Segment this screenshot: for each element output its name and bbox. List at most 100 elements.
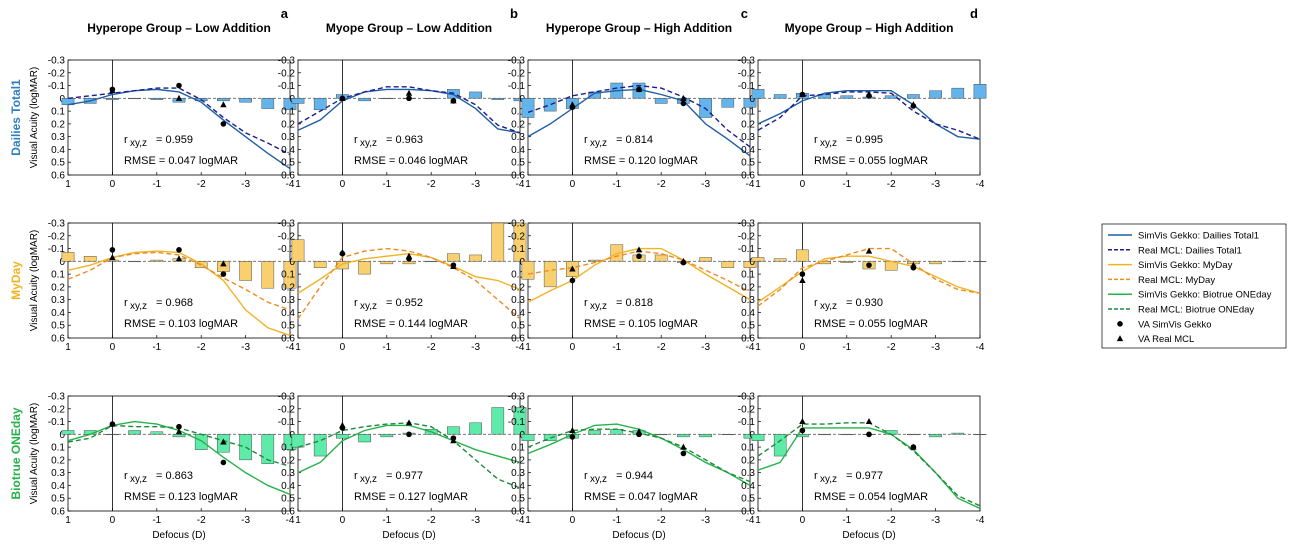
x-tick-label: 0 xyxy=(570,515,576,526)
va-simvis-point xyxy=(866,262,872,268)
panel-frame xyxy=(297,395,521,512)
difference-bar xyxy=(721,261,735,268)
difference-bar xyxy=(951,432,965,435)
y-tick-label: 0.3 xyxy=(511,295,525,306)
x-tick-label: 0 xyxy=(570,179,576,190)
r-annotation-symbol: r xyxy=(354,470,358,482)
y-tick-label: -0.2 xyxy=(508,68,526,79)
y-tick-label: 0.5 xyxy=(511,158,525,169)
difference-bar xyxy=(588,430,601,435)
y-tick-label: 0.3 xyxy=(511,132,525,143)
y-tick-label: 0.3 xyxy=(511,468,525,479)
x-tick-label: -1 xyxy=(152,179,161,190)
panel-frame xyxy=(527,222,751,339)
x-tick-label: 0 xyxy=(800,179,806,190)
x-tick-label: -2 xyxy=(657,179,666,190)
va-real-point xyxy=(569,101,576,108)
difference-bar xyxy=(469,91,482,99)
va-real-point xyxy=(220,260,227,267)
va-real-point xyxy=(635,85,643,92)
real-mcl-line xyxy=(527,84,751,148)
y-tick-label: 0.2 xyxy=(51,282,65,293)
legend-item-label: Real MCL: MyDay xyxy=(1138,275,1215,286)
y-tick-label: 0.1 xyxy=(511,443,525,454)
y-tick-label: 0.1 xyxy=(281,107,295,118)
y-tick-label: 0.1 xyxy=(741,443,755,454)
va-real-point xyxy=(910,101,917,108)
difference-bar xyxy=(491,407,505,435)
difference-bar xyxy=(447,253,460,262)
y-tick-label: 0.3 xyxy=(281,295,295,306)
va-real-point xyxy=(450,97,457,104)
y-tick-label: 0.1 xyxy=(281,270,295,281)
r-annotation-subscript: xy,z xyxy=(360,474,377,485)
difference-bar xyxy=(380,261,394,265)
x-tick-label: 1 xyxy=(525,515,531,526)
y-tick-label: 0.2 xyxy=(741,282,755,293)
x-tick-label: -3 xyxy=(701,515,710,526)
y-tick-label: -0.2 xyxy=(738,68,756,79)
va-real-point xyxy=(799,277,806,283)
r-annotation-subscript: xy,z xyxy=(130,474,147,485)
x-tick-label: -2 xyxy=(197,179,206,190)
y-tick-label: -0.2 xyxy=(278,231,296,242)
x-tick-label: -4 xyxy=(286,179,295,190)
va-real-point xyxy=(339,94,346,101)
r-annotation-value: = 0.968 xyxy=(156,297,193,309)
r-annotation-symbol: r xyxy=(354,297,358,309)
y-axis-label: Visual Acuity (logMAR) xyxy=(29,230,40,332)
x-tick-label: -1 xyxy=(612,342,621,353)
x-tick-label: -3 xyxy=(931,515,940,526)
x-tick-label: -1 xyxy=(842,515,851,526)
x-tick-label: -4 xyxy=(976,342,985,353)
y-tick-label: -0.1 xyxy=(48,244,66,255)
difference-bar xyxy=(61,252,75,262)
legend-box xyxy=(1101,223,1287,349)
y-tick-label: 0.6 xyxy=(51,507,65,518)
x-tick-label: -3 xyxy=(701,179,710,190)
x-tick-label: -4 xyxy=(746,515,755,526)
y-tick-label: 0.1 xyxy=(741,270,755,281)
difference-bar xyxy=(239,261,252,281)
x-tick-label: 1 xyxy=(295,179,301,190)
x-tick-label: -4 xyxy=(746,342,755,353)
x-tick-label: -1 xyxy=(612,179,621,190)
x-tick-label: 0 xyxy=(110,179,116,190)
rmse-annotation: RMSE = 0.055 logMAR xyxy=(814,155,928,167)
rmse-annotation: RMSE = 0.144 logMAR xyxy=(354,318,468,330)
x-tick-label: -1 xyxy=(382,342,391,353)
difference-bar xyxy=(491,98,505,100)
simvis-line xyxy=(757,255,981,303)
legend-item-label: Real MCL: Biotrue ONEday xyxy=(1138,305,1254,316)
y-tick-label: 0.6 xyxy=(741,334,755,345)
r-annotation-subscript: xy,z xyxy=(360,138,377,149)
x-axis-label: Defocus (D) xyxy=(842,530,895,541)
r-annotation-value: = 0.863 xyxy=(156,470,193,482)
panel-frame xyxy=(527,59,751,176)
y-tick-label: 0.5 xyxy=(741,158,755,169)
difference-bar xyxy=(150,259,164,262)
difference-bar xyxy=(796,249,809,262)
row-label: Biotrue ONEday xyxy=(9,407,23,499)
r-annotation-value: = 0.944 xyxy=(616,470,653,482)
rmse-annotation: RMSE = 0.046 logMAR xyxy=(354,155,468,167)
x-tick-label: -3 xyxy=(241,515,250,526)
y-tick-label: 0.3 xyxy=(281,132,295,143)
y-tick-label: -0.3 xyxy=(278,392,296,403)
r-annotation-subscript: xy,z xyxy=(820,138,837,149)
y-tick-label: 0.4 xyxy=(511,308,525,319)
y-tick-label: 0.3 xyxy=(51,295,65,306)
difference-bar xyxy=(469,422,482,435)
va-real-point xyxy=(799,418,806,425)
difference-bar xyxy=(380,98,394,100)
r-annotation-value: = 0.959 xyxy=(156,134,193,146)
y-tick-label: 0.5 xyxy=(741,494,755,505)
y-tick-label: 0.6 xyxy=(281,334,295,345)
y-tick-label: 0.5 xyxy=(51,158,65,169)
x-tick-label: -1 xyxy=(612,515,621,526)
legend-item-label: SimVis Gekko: Dailies Total1 xyxy=(1138,231,1259,242)
y-tick-label: 0.4 xyxy=(281,308,295,319)
x-tick-label: -2 xyxy=(427,179,436,190)
y-tick-label: -0.2 xyxy=(508,231,526,242)
y-tick-label: -0.3 xyxy=(508,56,526,67)
